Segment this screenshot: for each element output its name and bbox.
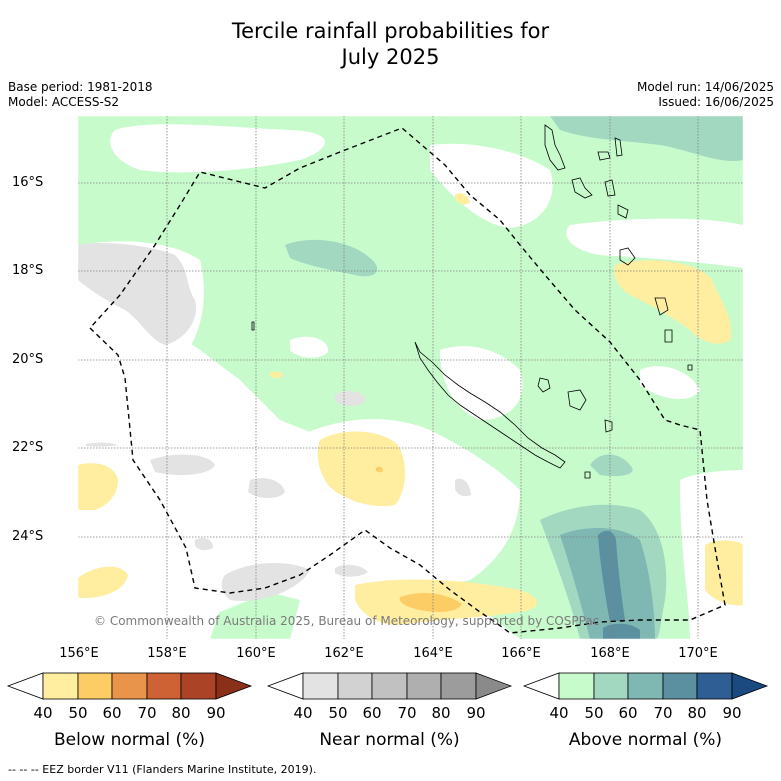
colorbar-near-title: Near normal (%) bbox=[319, 730, 460, 750]
meta-left: Base period: 1981-2018 Model: ACCESS-S2 bbox=[8, 80, 153, 110]
lon-label-162e: 162°E bbox=[324, 646, 364, 661]
new-caledonia-coast bbox=[414, 341, 566, 469]
eez-legend-note: -- -- -- EEZ border V11 (Flanders Marine… bbox=[8, 763, 317, 776]
model-name: Model: ACCESS-S2 bbox=[8, 95, 120, 109]
lon-label-156e: 156°E bbox=[59, 646, 99, 661]
cb-below-tick: 90 bbox=[206, 704, 226, 722]
colorbar-below bbox=[6, 672, 253, 700]
lon-label-164e: 164°E bbox=[413, 646, 453, 661]
lon-label-170e: 170°E bbox=[678, 646, 718, 661]
cb-above-tick: 90 bbox=[722, 704, 742, 722]
cb-above-tick: 80 bbox=[687, 704, 707, 722]
islet-b bbox=[584, 471, 591, 479]
lon-label-168e: 168°E bbox=[590, 646, 630, 661]
vanuatu-4 bbox=[614, 137, 623, 157]
cb-below-tick: 70 bbox=[137, 704, 157, 722]
map-frame bbox=[77, 115, 744, 640]
cb-above-tick: 70 bbox=[653, 704, 673, 722]
issued-date: Issued: 16/06/2025 bbox=[658, 95, 774, 109]
copyright-notice: © Commonwealth of Australia 2025, Bureau… bbox=[94, 614, 600, 628]
colorbar-above-title: Above normal (%) bbox=[568, 730, 723, 750]
lon-label-166e: 166°E bbox=[501, 646, 541, 661]
colorbar-above bbox=[522, 672, 769, 700]
lat-label-22s: 22°S bbox=[12, 440, 44, 455]
map-plot-area bbox=[78, 116, 743, 639]
model-run: Model run: 14/06/2025 bbox=[636, 80, 774, 94]
title-line-2: July 2025 bbox=[341, 45, 440, 69]
cb-near-tick: 40 bbox=[293, 704, 313, 722]
eez-border bbox=[89, 127, 726, 634]
loyalty-island-3 bbox=[604, 419, 613, 433]
coastlines bbox=[251, 124, 693, 479]
map-grid bbox=[78, 116, 743, 639]
cb-near-tick: 50 bbox=[328, 704, 348, 722]
cb-below-tick: 60 bbox=[102, 704, 122, 722]
colorbar-near bbox=[266, 672, 513, 700]
base-period: Base period: 1981-2018 bbox=[8, 80, 153, 94]
cb-above-tick: 60 bbox=[618, 704, 638, 722]
lat-label-16s: 16°S bbox=[12, 175, 44, 190]
meta-right: Model run: 14/06/2025 Issued: 16/06/2025 bbox=[637, 80, 774, 110]
cb-above-tick: 50 bbox=[584, 704, 604, 722]
vanuatu-2 bbox=[571, 177, 593, 199]
lat-label-24s: 24°S bbox=[12, 529, 44, 544]
cb-near-tick: 60 bbox=[362, 704, 382, 722]
lat-label-20s: 20°S bbox=[12, 352, 44, 367]
loyalty-island-2 bbox=[567, 389, 587, 411]
vanuatu-1 bbox=[544, 124, 566, 171]
colorbar-below-title: Below normal (%) bbox=[54, 730, 205, 750]
cb-above-tick: 40 bbox=[549, 704, 569, 722]
lon-label-160e: 160°E bbox=[236, 646, 276, 661]
cb-below-tick: 50 bbox=[68, 704, 88, 722]
islet-a bbox=[251, 321, 255, 331]
cb-near-tick: 90 bbox=[466, 704, 486, 722]
lon-label-158e: 158°E bbox=[147, 646, 187, 661]
vanuatu-3 bbox=[597, 151, 611, 161]
below-normal-50-region bbox=[78, 192, 743, 625]
vanuatu-5 bbox=[604, 179, 616, 197]
cb-below-tick: 80 bbox=[171, 704, 191, 722]
vanuatu-8 bbox=[654, 297, 669, 316]
islet-c bbox=[687, 364, 693, 371]
vanuatu-9 bbox=[664, 329, 673, 343]
cb-below-tick: 40 bbox=[33, 704, 53, 722]
lat-label-18s: 18°S bbox=[12, 263, 44, 278]
near-normal-50-region bbox=[78, 243, 471, 601]
cb-near-tick: 70 bbox=[397, 704, 417, 722]
loyalty-island-1 bbox=[537, 377, 551, 393]
vanuatu-6 bbox=[617, 204, 629, 219]
vanuatu-7 bbox=[619, 247, 636, 266]
cb-near-tick: 80 bbox=[431, 704, 451, 722]
above-normal-80-region bbox=[598, 530, 640, 639]
title-line-1: Tercile rainfall probabilities for bbox=[231, 19, 550, 43]
below-normal-60-region bbox=[375, 466, 462, 612]
